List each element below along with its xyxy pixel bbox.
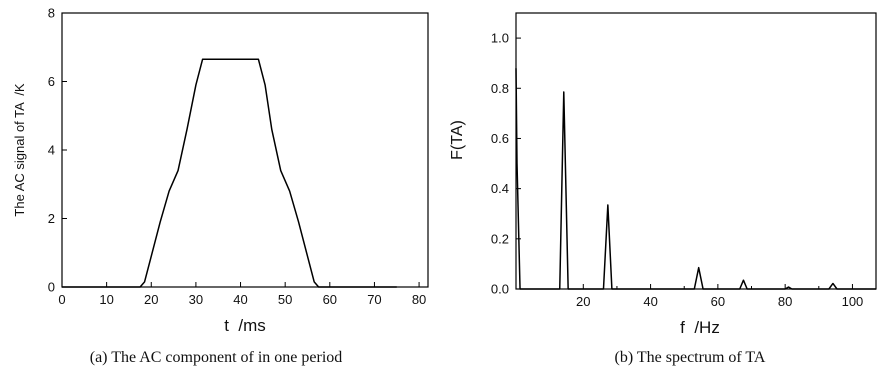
x-tick-label: 80 (412, 292, 426, 307)
y-tick-label: 8 (48, 6, 55, 21)
x-tick-label: 20 (144, 292, 158, 307)
chart-a-ticks: 0 10 20 30 40 50 60 70 80 0 2 4 6 8 (48, 6, 427, 308)
chart-b-ylabel: F(TA) (449, 120, 466, 160)
y-tick-label: 0.8 (491, 81, 509, 96)
y-tick-label: 4 (48, 143, 55, 158)
x-tick-label: 60 (323, 292, 337, 307)
y-tick-label: 2 (48, 211, 55, 226)
x-tick-label: 30 (189, 292, 203, 307)
x-tick-label: 80 (778, 294, 792, 309)
y-tick-label: 0 (48, 280, 55, 295)
x-tick-label: 10 (99, 292, 113, 307)
chart-b-xlabel: f /Hz (680, 318, 720, 337)
x-tick-label: 100 (842, 294, 864, 309)
chart-a-ylabel: The AC signal of TA /K (12, 83, 27, 217)
y-tick-label: 0.4 (491, 181, 509, 196)
y-tick-label: 0.6 (491, 131, 509, 146)
y-tick-label: 1.0 (491, 31, 509, 46)
x-tick-label: 40 (643, 294, 657, 309)
x-tick-label: 40 (233, 292, 247, 307)
y-tick-label: 6 (48, 74, 55, 89)
chart-b-ticks: 20 40 60 80 100 0.0 0.2 0.4 0.6 0.8 1.0 (491, 31, 863, 309)
x-tick-label: 0 (58, 292, 65, 307)
chart-a-frame (61, 12, 429, 288)
chart-b-frame (515, 12, 877, 290)
chart-a: 0 10 20 30 40 50 60 70 80 0 2 4 6 8 t /ms The AC sign… (12, 6, 429, 366)
x-tick-label: 20 (576, 294, 590, 309)
chart-b-caption: (b) The spectrum of TA (615, 349, 766, 366)
chart-a-caption: (a) The AC component of in one period (90, 349, 343, 366)
chart-a-line (62, 58, 397, 288)
chart-a-xlabel: t /ms (224, 316, 266, 335)
x-tick-label: 60 (711, 294, 725, 309)
chart-b: 20 40 60 80 100 0.0 0.2 0.4 0.6 0.8 1.0 f /Hz F(TA… (449, 12, 877, 366)
y-tick-label: 0.2 (491, 231, 509, 246)
y-tick-label: 0.0 (491, 282, 509, 297)
x-tick-label: 70 (367, 292, 381, 307)
x-tick-label: 50 (278, 292, 292, 307)
chart-b-line (515, 68, 876, 290)
